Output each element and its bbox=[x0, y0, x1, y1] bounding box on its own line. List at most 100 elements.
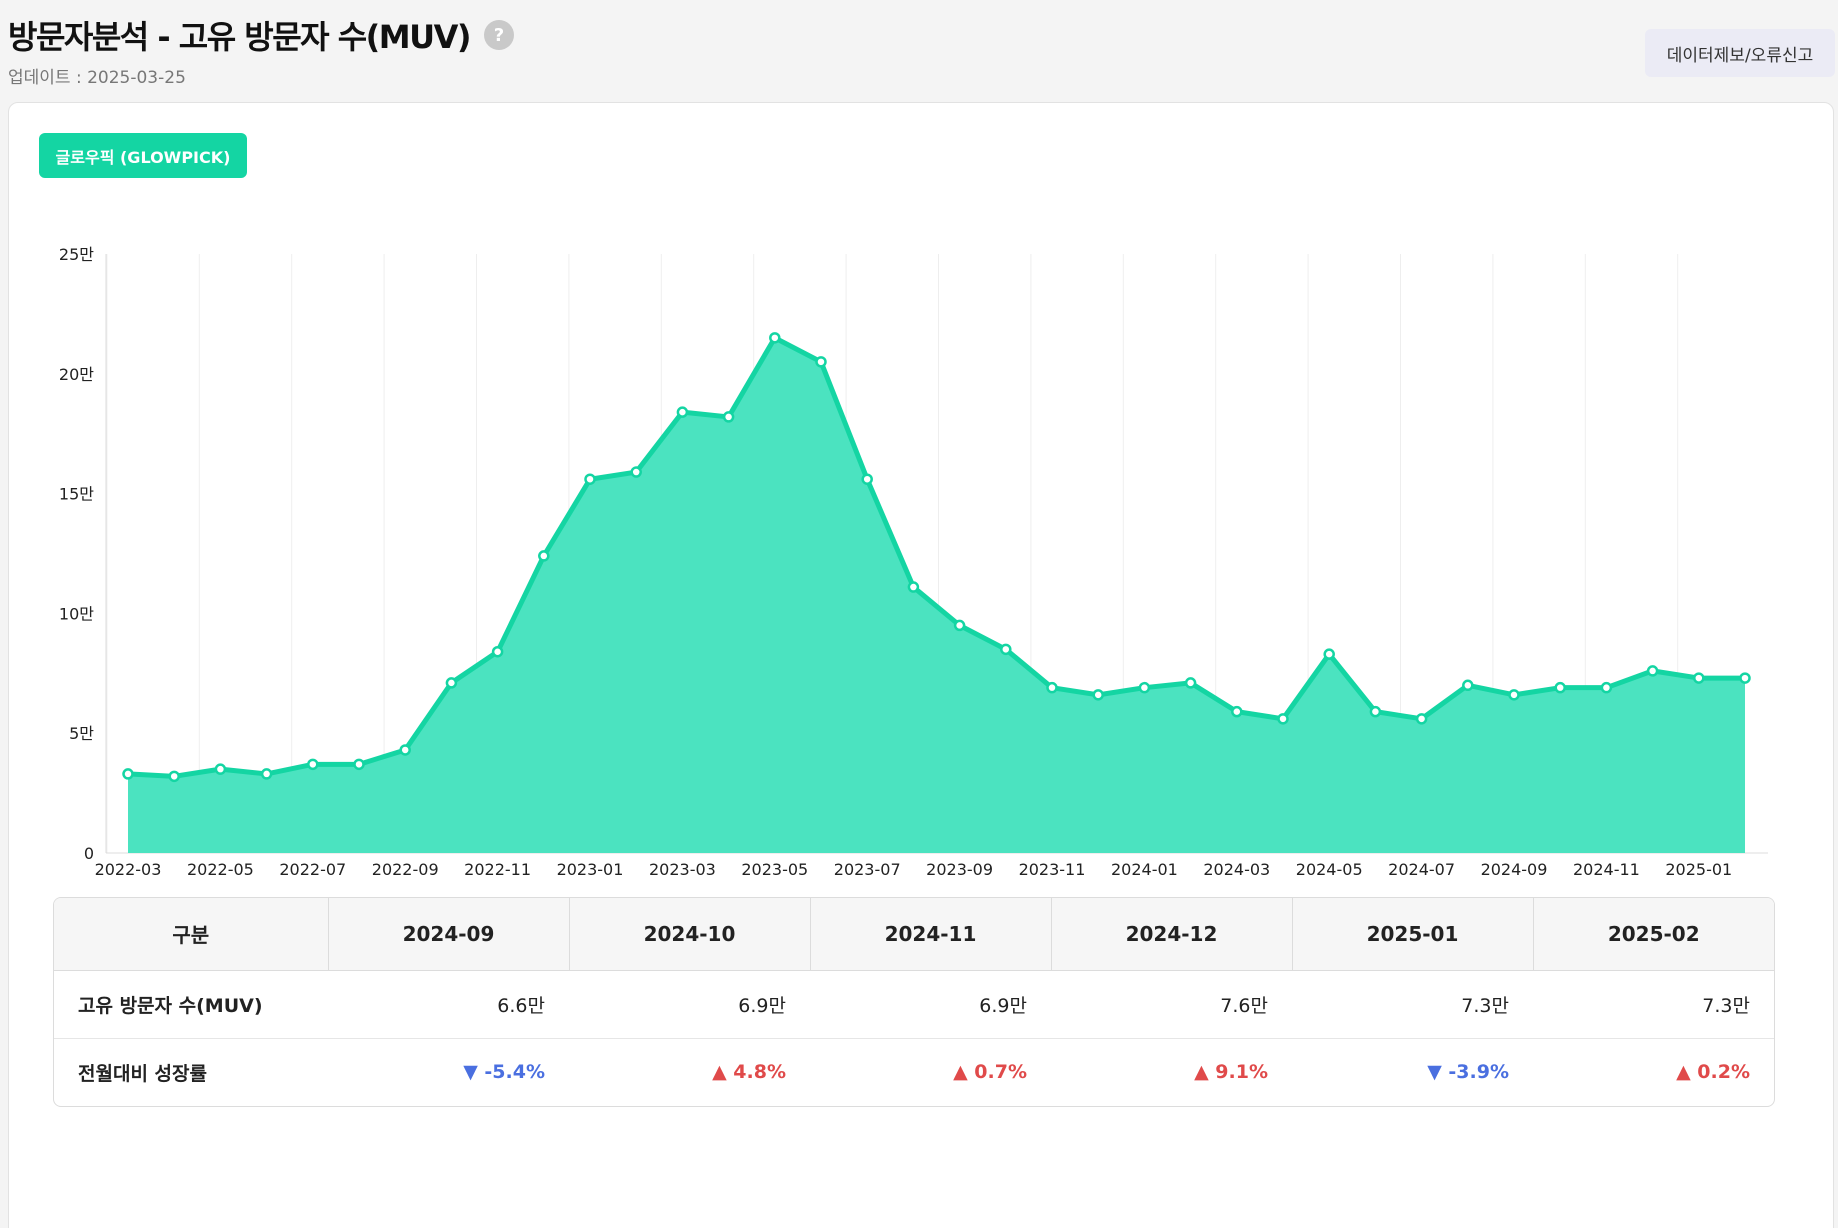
data-point bbox=[1646, 665, 1659, 677]
x-tick-label: 2022-05 bbox=[187, 860, 254, 879]
y-tick-label: 5만 bbox=[69, 724, 94, 743]
growth-down-value: ▼ -5.4% bbox=[463, 1061, 545, 1084]
table-header-month: 2024-09 bbox=[328, 898, 570, 971]
report-error-button[interactable]: 데이터제보/오류신고 bbox=[1645, 29, 1835, 77]
data-point bbox=[676, 406, 689, 418]
data-point bbox=[1046, 681, 1058, 694]
site-filter-button[interactable]: 글로우픽 (GLOWPICK) bbox=[39, 133, 247, 178]
table-header-month: 2025-01 bbox=[1292, 898, 1534, 971]
series-area bbox=[128, 337, 1745, 853]
table-header-category: 구분 bbox=[54, 898, 329, 971]
table-row: 전월대비 성장률 ▼ -5.4% ▲ 4.8% ▲ 0.7% ▲ 9.1% ▼ -3.9%… bbox=[54, 1038, 1774, 1106]
x-tick-label: 2024-09 bbox=[1481, 860, 1548, 879]
y-tick-label: 20만 bbox=[59, 365, 94, 384]
table-cell: 6.9만 bbox=[569, 970, 810, 1039]
x-tick-label: 2022-09 bbox=[372, 860, 439, 879]
table-cell: 7.3만 bbox=[1533, 970, 1774, 1039]
table-row: 고유 방문자 수(MUV) 6.6만 6.9만 6.9만 7.6만 7.3만 7.3만 bbox=[54, 970, 1774, 1039]
data-point bbox=[122, 768, 134, 780]
x-tick-label: 2024-01 bbox=[1111, 860, 1178, 879]
table-header-month: 2025-02 bbox=[1533, 898, 1774, 971]
y-tick-label: 0 bbox=[84, 844, 94, 863]
x-tick-label: 2023-01 bbox=[557, 860, 624, 879]
data-point bbox=[1092, 689, 1104, 701]
muv-area-chart: 0 5만 10만 15만 20만 25만 2022-03 2022-05 2022-07 2022… bbox=[59, 245, 1768, 879]
data-point bbox=[538, 550, 550, 562]
page-title-text: 방문자분석 - 고유 방문자 수(MUV) bbox=[8, 18, 472, 56]
table-cell: 6.6만 bbox=[328, 970, 569, 1039]
growth-down-value: ▼ -3.9% bbox=[1427, 1061, 1509, 1084]
growth-up-value: ▲ 4.8% bbox=[712, 1061, 786, 1084]
stats-table: 구분 2024-09 2024-10 2024-11 2024-12 2025-01 202… bbox=[53, 897, 1775, 1107]
data-point bbox=[1415, 713, 1428, 725]
table-cell: 7.6만 bbox=[1051, 970, 1292, 1039]
data-point bbox=[1000, 643, 1012, 656]
table-cell: ▲ 0.7% bbox=[810, 1038, 1051, 1106]
x-tick-label: 2023-03 bbox=[649, 860, 716, 879]
data-point bbox=[1323, 648, 1335, 660]
update-date: 업데이트 : 2025-03-25 bbox=[8, 68, 186, 88]
table-cell: ▼ -5.4% bbox=[328, 1038, 569, 1106]
table-cell: 7.3만 bbox=[1292, 970, 1533, 1039]
x-tick-label: 2022-07 bbox=[279, 860, 346, 879]
y-tick-label: 25만 bbox=[59, 245, 94, 264]
series-line bbox=[127, 335, 1745, 779]
table-body: 고유 방문자 수(MUV) 6.6만 6.9만 6.9만 7.6만 7.3만 7.3만 전월대… bbox=[54, 970, 1774, 1106]
data-point bbox=[1369, 705, 1382, 718]
table-header-row: 구분 2024-09 2024-10 2024-11 2024-12 2025-01 202… bbox=[54, 898, 1774, 971]
data-point bbox=[907, 581, 920, 593]
data-point bbox=[769, 332, 781, 344]
data-point bbox=[1600, 681, 1613, 694]
table-cell: ▲ 4.8% bbox=[569, 1038, 810, 1106]
y-tick-label: 10만 bbox=[59, 604, 94, 623]
x-tick-label: 2025-01 bbox=[1665, 860, 1732, 879]
row-label: 전월대비 성장률 bbox=[78, 1062, 207, 1085]
x-tick-label: 2022-11 bbox=[464, 860, 531, 879]
table-cell: 6.9만 bbox=[810, 970, 1051, 1039]
x-tick-label: 2023-05 bbox=[741, 860, 808, 879]
help-icon[interactable]: ? bbox=[484, 20, 515, 50]
data-point bbox=[1739, 672, 1751, 684]
data-point bbox=[260, 768, 273, 780]
data-point bbox=[445, 677, 458, 689]
growth-up-value: ▲ 0.7% bbox=[953, 1061, 1027, 1084]
data-point bbox=[630, 466, 642, 478]
data-point bbox=[1554, 681, 1566, 694]
data-point bbox=[861, 473, 873, 485]
x-tick-label: 2024-03 bbox=[1203, 860, 1270, 879]
y-tick-label: 15만 bbox=[59, 485, 94, 504]
data-point bbox=[214, 763, 227, 775]
data-point bbox=[1462, 679, 1474, 692]
data-point bbox=[1693, 672, 1705, 684]
data-point bbox=[1231, 705, 1243, 718]
data-point bbox=[815, 356, 827, 368]
data-point bbox=[399, 744, 411, 756]
data-point bbox=[722, 411, 735, 423]
table-header-month: 2024-11 bbox=[810, 898, 1052, 971]
data-point bbox=[168, 770, 180, 783]
x-tick-label: 2023-11 bbox=[1019, 860, 1086, 879]
table-cell: ▼ -3.9% bbox=[1292, 1038, 1533, 1106]
row-label: 고유 방문자 수(MUV) bbox=[54, 970, 328, 1039]
data-point bbox=[307, 758, 319, 771]
x-tick-label: 2023-09 bbox=[926, 860, 993, 879]
table-header-month: 2024-10 bbox=[569, 898, 811, 971]
data-point bbox=[1508, 689, 1520, 701]
data-point bbox=[1184, 677, 1197, 689]
page-title: 방문자분석 - 고유 방문자 수(MUV) ? bbox=[8, 12, 515, 58]
data-point bbox=[953, 619, 966, 632]
x-tick-label: 2024-11 bbox=[1573, 860, 1640, 879]
table-header-month: 2024-12 bbox=[1051, 898, 1293, 971]
x-tick-label: 2023-07 bbox=[834, 860, 901, 879]
table-cell: ▲ 9.1% bbox=[1051, 1038, 1292, 1106]
table-cell: ▲ 0.2% bbox=[1533, 1038, 1774, 1106]
data-point bbox=[491, 645, 504, 658]
x-tick-label: 2022-03 bbox=[95, 860, 162, 879]
data-point bbox=[353, 758, 365, 771]
data-point bbox=[1277, 713, 1289, 725]
data-point bbox=[1138, 681, 1151, 694]
x-tick-label: 2024-07 bbox=[1388, 860, 1455, 879]
x-tick-label: 2024-05 bbox=[1296, 860, 1363, 879]
growth-up-value: ▲ 9.1% bbox=[1194, 1061, 1268, 1084]
growth-up-value: ▲ 0.2% bbox=[1676, 1061, 1750, 1084]
